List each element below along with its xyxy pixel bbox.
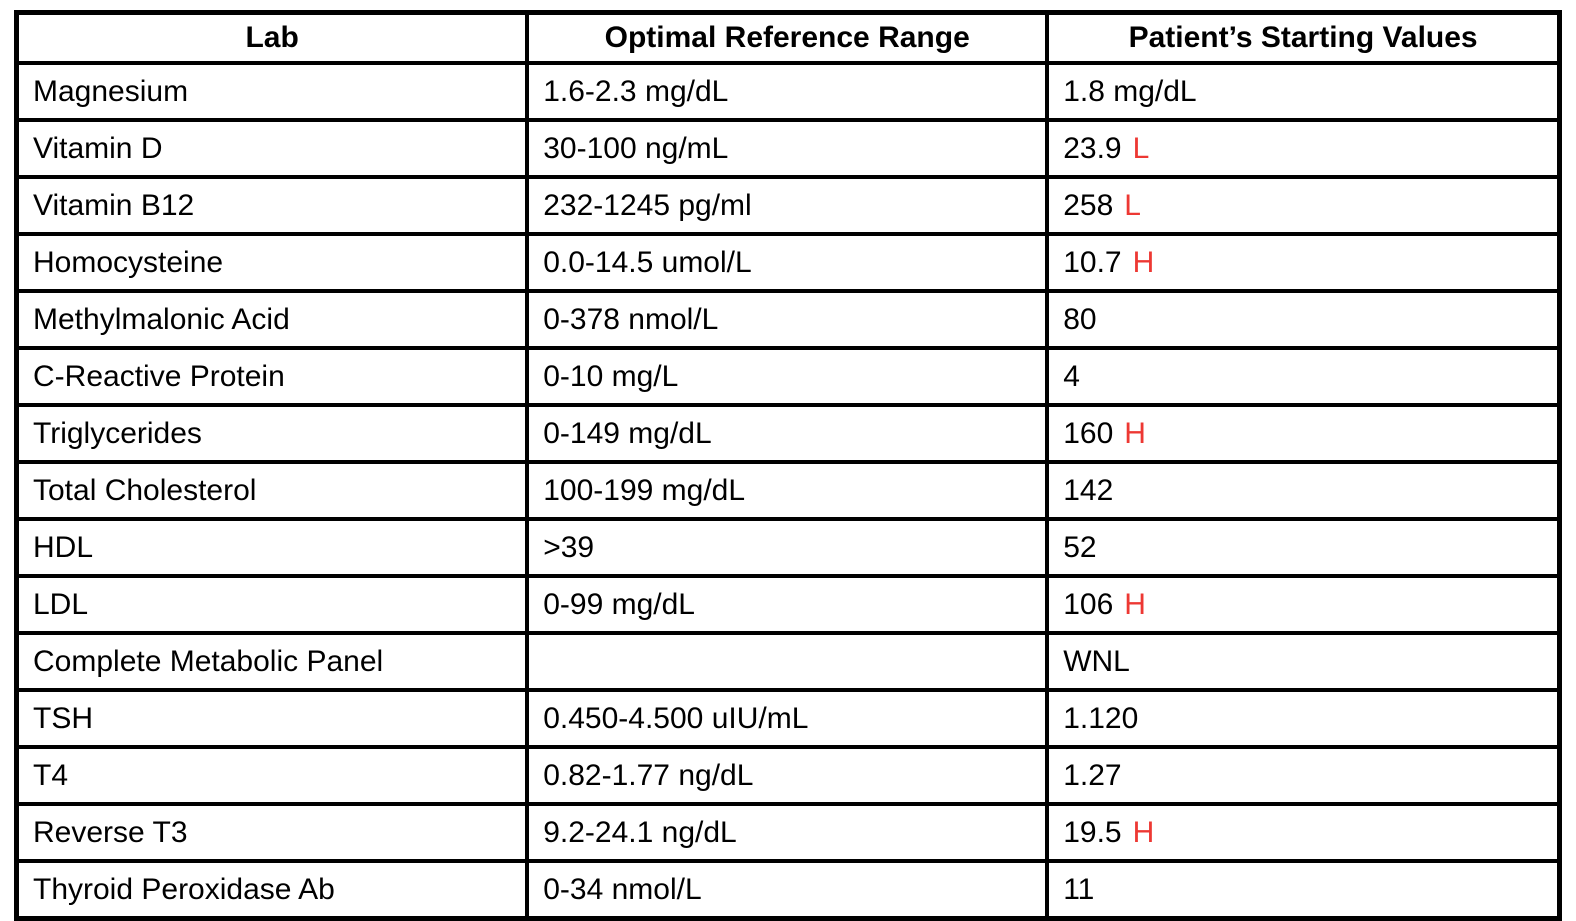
abnormal-flag: H <box>1132 245 1155 279</box>
patient-value-cell: 4 <box>1045 346 1562 407</box>
lab-name-cell: Triglycerides <box>14 403 530 464</box>
table-row: LDL 0-99 mg/dL 106 H <box>14 574 1562 635</box>
table-header-row: Lab Optimal Reference Range Patient’s St… <box>14 10 1562 65</box>
lab-name-cell: Methylmalonic Acid <box>14 289 530 350</box>
table-row: Vitamin D 30-100 ng/mL 23.9 L <box>14 118 1562 179</box>
patient-value: 1.8 mg/dL <box>1063 74 1197 108</box>
abnormal-flag: H <box>1132 815 1155 849</box>
table-row: Reverse T3 9.2-24.1 ng/dL 19.5 H <box>14 802 1562 863</box>
patient-value-cell: 10.7 H <box>1045 232 1562 293</box>
patient-value-cell: 11 <box>1045 859 1562 921</box>
table-row: HDL >39 52 <box>14 517 1562 578</box>
patient-value-cell: 19.5 H <box>1045 802 1562 863</box>
column-header-reference-range: Optimal Reference Range <box>525 10 1050 65</box>
reference-range-cell: 0-34 nmol/L <box>525 859 1050 921</box>
patient-value: 23.9 <box>1063 131 1122 165</box>
table-row: C-Reactive Protein 0-10 mg/L 4 <box>14 346 1562 407</box>
patient-value: 1.27 <box>1063 758 1122 792</box>
lab-name-cell: Complete Metabolic Panel <box>14 631 530 692</box>
patient-value: WNL <box>1063 644 1130 678</box>
abnormal-flag: L <box>1132 131 1150 165</box>
table-row: Total Cholesterol 100-199 mg/dL 142 <box>14 460 1562 521</box>
table-row: Methylmalonic Acid 0-378 nmol/L 80 <box>14 289 1562 350</box>
patient-value: 106 <box>1063 587 1114 621</box>
reference-range-cell: >39 <box>525 517 1050 578</box>
table-row: Vitamin B12 232-1245 pg/ml 258 L <box>14 175 1562 236</box>
lab-results-page: Lab Optimal Reference Range Patient’s St… <box>14 10 1562 921</box>
reference-range-cell: 0-10 mg/L <box>525 346 1050 407</box>
lab-name-cell: TSH <box>14 688 530 749</box>
table-row: Magnesium 1.6-2.3 mg/dL 1.8 mg/dL <box>14 61 1562 122</box>
reference-range-cell: 232-1245 pg/ml <box>525 175 1050 236</box>
patient-value: 4 <box>1063 359 1080 393</box>
patient-value: 52 <box>1063 530 1097 564</box>
patient-value-cell: 23.9 L <box>1045 118 1562 179</box>
abnormal-flag: H <box>1124 587 1146 621</box>
patient-value-cell: WNL <box>1045 631 1562 692</box>
column-header-starting-values: Patient’s Starting Values <box>1045 10 1562 65</box>
patient-value-cell: 1.120 <box>1045 688 1562 749</box>
lab-name-cell: Magnesium <box>14 61 530 122</box>
table-row: Triglycerides 0-149 mg/dL 160 H <box>14 403 1562 464</box>
patient-value-cell: 52 <box>1045 517 1562 578</box>
lab-name-cell: Vitamin D <box>14 118 530 179</box>
reference-range-cell: 1.6-2.3 mg/dL <box>525 61 1050 122</box>
patient-value-cell: 142 <box>1045 460 1562 521</box>
reference-range-cell: 0.0-14.5 umol/L <box>525 232 1050 293</box>
lab-name-cell: Reverse T3 <box>14 802 530 863</box>
patient-value-cell: 106 H <box>1045 574 1562 635</box>
lab-name-cell: Total Cholesterol <box>14 460 530 521</box>
patient-value-cell: 80 <box>1045 289 1562 350</box>
lab-results-table: Lab Optimal Reference Range Patient’s St… <box>14 10 1562 921</box>
lab-name-cell: Vitamin B12 <box>14 175 530 236</box>
lab-name-cell: LDL <box>14 574 530 635</box>
table-row: Thyroid Peroxidase Ab 0-34 nmol/L 11 <box>14 859 1562 921</box>
reference-range-cell: 0.450-4.500 uIU/mL <box>525 688 1050 749</box>
lab-table-body: Magnesium 1.6-2.3 mg/dL 1.8 mg/dL Vitamin D… <box>14 61 1562 921</box>
reference-range-cell: 0-149 mg/dL <box>525 403 1050 464</box>
reference-range-cell <box>525 631 1050 692</box>
lab-name-cell: Thyroid Peroxidase Ab <box>14 859 530 921</box>
abnormal-flag: H <box>1124 416 1146 450</box>
patient-value: 19.5 <box>1063 815 1122 849</box>
patient-value: 1.120 <box>1063 701 1139 735</box>
lab-name-cell: C-Reactive Protein <box>14 346 530 407</box>
patient-value-cell: 258 L <box>1045 175 1562 236</box>
reference-range-cell: 0-378 nmol/L <box>525 289 1050 350</box>
patient-value: 142 <box>1063 473 1114 507</box>
patient-value: 160 <box>1063 416 1114 450</box>
patient-value: 10.7 <box>1063 245 1122 279</box>
table-row: TSH 0.450-4.500 uIU/mL 1.120 <box>14 688 1562 749</box>
patient-value: 80 <box>1063 302 1097 336</box>
lab-name-cell: HDL <box>14 517 530 578</box>
reference-range-cell: 100-199 mg/dL <box>525 460 1050 521</box>
table-row: Homocysteine 0.0-14.5 umol/L 10.7 H <box>14 232 1562 293</box>
abnormal-flag: L <box>1124 188 1141 222</box>
patient-value-cell: 160 H <box>1045 403 1562 464</box>
patient-value: 258 <box>1063 188 1114 222</box>
reference-range-cell: 0-99 mg/dL <box>525 574 1050 635</box>
column-header-lab: Lab <box>14 10 530 65</box>
table-row: Complete Metabolic Panel WNL <box>14 631 1562 692</box>
patient-value-cell: 1.8 mg/dL <box>1045 61 1562 122</box>
reference-range-cell: 30-100 ng/mL <box>525 118 1050 179</box>
lab-name-cell: Homocysteine <box>14 232 530 293</box>
reference-range-cell: 9.2-24.1 ng/dL <box>525 802 1050 863</box>
patient-value: 11 <box>1063 872 1095 906</box>
